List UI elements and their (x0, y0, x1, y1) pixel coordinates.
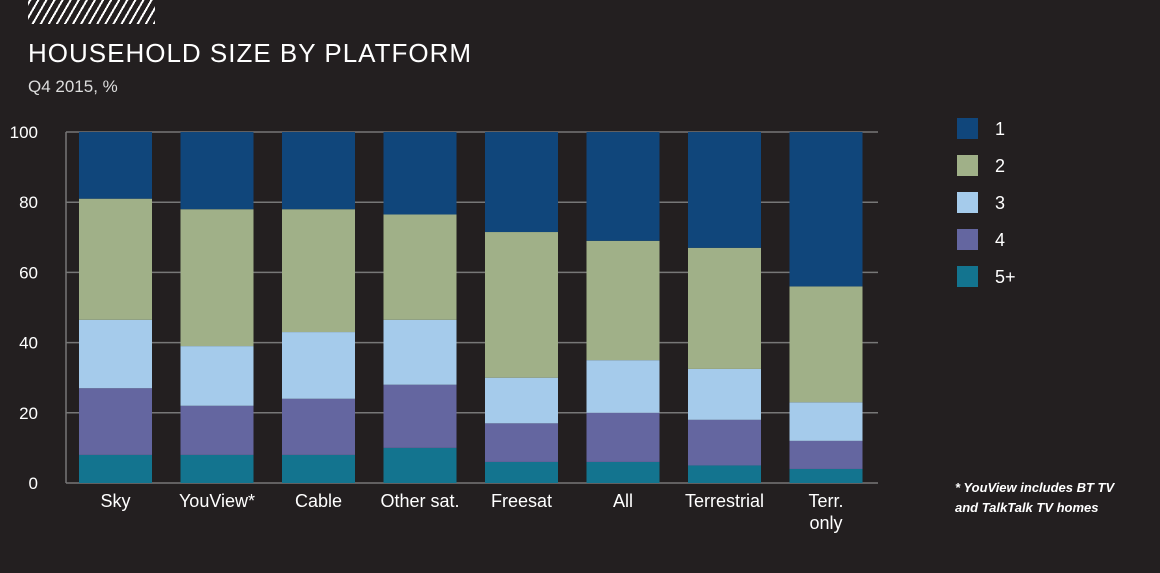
footnote: * YouView includes BT TV and TalkTalk TV… (955, 478, 1114, 518)
bar-segment-4 (79, 388, 152, 455)
legend-label: 5+ (995, 267, 1016, 287)
x-tick-label: Other sat. (380, 491, 459, 511)
legend-label: 2 (995, 156, 1005, 176)
bar-segment-1 (789, 132, 863, 287)
bar-segment-3 (485, 377, 558, 424)
decorative-hatch (28, 0, 155, 24)
legend-label: 4 (995, 230, 1005, 250)
bar-segment-1 (79, 132, 152, 199)
bar-segment-3 (789, 402, 863, 441)
y-tick-label: 80 (19, 193, 38, 212)
footnote-line: and TalkTalk TV homes (955, 500, 1099, 515)
legend-swatch-3 (957, 192, 978, 213)
bar-segment-5+ (789, 468, 863, 483)
bar-segment-5+ (688, 465, 761, 483)
bar-segment-1 (688, 132, 761, 248)
bar-segment-5+ (180, 454, 254, 483)
bar-segment-1 (485, 132, 558, 233)
x-tick-label: Terr. (808, 491, 843, 511)
bar-segment-3 (586, 360, 660, 413)
bar-segment-2 (282, 209, 355, 333)
bar-segment-4 (180, 405, 254, 455)
legend-swatch-2 (957, 155, 978, 176)
x-tick-label: only (809, 513, 842, 533)
bar-segment-3 (79, 319, 152, 389)
bar-segment-4 (282, 398, 355, 455)
bar-segment-3 (688, 368, 761, 420)
bar-segment-5+ (485, 461, 558, 483)
x-tick-label: All (613, 491, 633, 511)
bar-segment-3 (180, 346, 254, 406)
bar-segment-3 (282, 332, 355, 399)
legend-label: 1 (995, 119, 1005, 139)
chart-title: HOUSEHOLD SIZE BY PLATFORM (28, 38, 473, 68)
y-tick-label: 100 (10, 123, 38, 142)
bar-segment-2 (789, 286, 863, 403)
bar-segment-4 (688, 419, 761, 466)
bar-segment-5+ (383, 447, 457, 483)
y-tick-label: 60 (19, 263, 38, 282)
x-tick-label: Cable (295, 491, 342, 511)
x-tick-label: Terrestrial (685, 491, 764, 511)
bar-segment-5+ (282, 454, 355, 483)
x-tick-label: Sky (100, 491, 130, 511)
bar-segment-2 (180, 209, 254, 347)
y-tick-label: 40 (19, 334, 38, 353)
bar-segment-2 (383, 214, 457, 320)
legend-swatch-4 (957, 229, 978, 250)
x-tick-label: YouView* (179, 491, 255, 511)
bar-segment-4 (789, 440, 863, 469)
legend-swatch-1 (957, 118, 978, 139)
legend-swatch-5+ (957, 266, 978, 287)
footnote-line: * YouView includes BT TV (955, 480, 1115, 495)
bar-segment-1 (282, 132, 355, 210)
chart-subtitle: Q4 2015, % (28, 77, 118, 96)
bar-segment-5+ (586, 461, 660, 483)
y-tick-label: 20 (19, 404, 38, 423)
bar-segment-3 (383, 319, 457, 385)
bar-segment-2 (485, 232, 558, 378)
x-tick-label: Freesat (491, 491, 552, 511)
bar-segment-4 (586, 412, 660, 462)
bar-segment-1 (383, 132, 457, 215)
bar-segment-2 (586, 240, 660, 361)
bar-segment-2 (79, 198, 152, 320)
bar-segment-2 (688, 247, 761, 369)
y-tick-label: 0 (29, 474, 38, 493)
legend-label: 3 (995, 193, 1005, 213)
bar-segment-4 (383, 384, 457, 448)
bar-segment-5+ (79, 454, 152, 483)
bar-segment-1 (586, 132, 660, 241)
bar-segment-1 (180, 132, 254, 210)
bar-segment-4 (485, 423, 558, 462)
